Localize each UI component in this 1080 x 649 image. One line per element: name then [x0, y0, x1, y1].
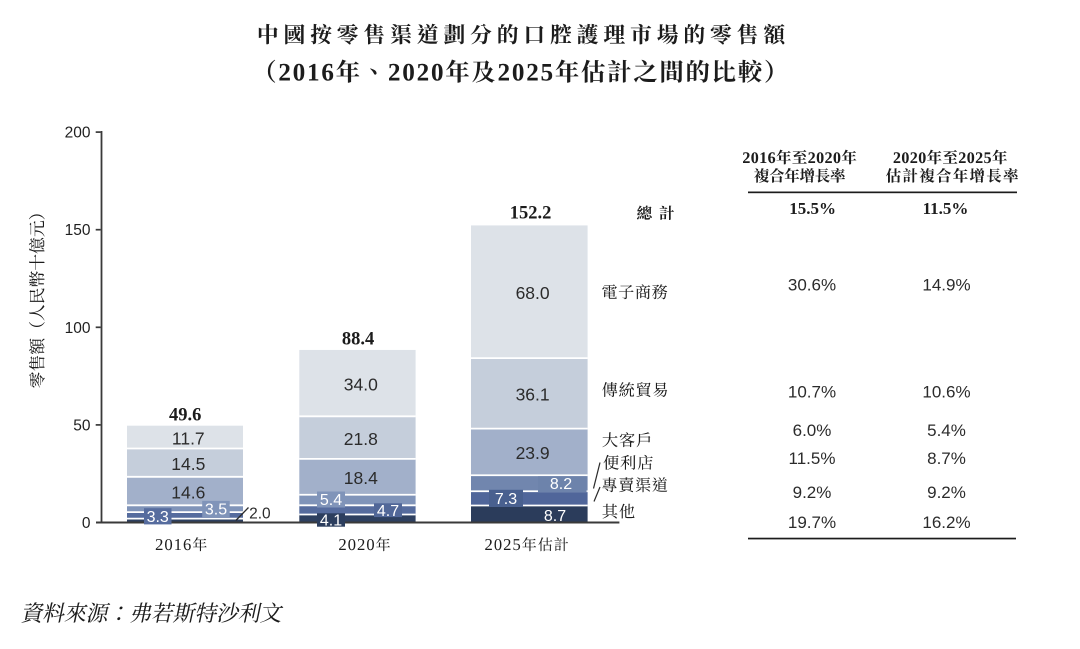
svg-text:4.1: 4.1	[320, 513, 342, 530]
svg-text:2.0: 2.0	[249, 506, 271, 523]
svg-text:100: 100	[65, 320, 91, 337]
svg-text:8.7%: 8.7%	[927, 449, 966, 468]
svg-text:21.8: 21.8	[344, 429, 378, 449]
svg-text:11.5%: 11.5%	[789, 449, 836, 468]
svg-text:8.2: 8.2	[550, 476, 572, 493]
svg-text:23.9: 23.9	[516, 443, 550, 463]
svg-text:49.6: 49.6	[169, 405, 201, 425]
svg-text:14.5: 14.5	[171, 454, 205, 474]
svg-text:6.0%: 6.0%	[793, 421, 832, 440]
svg-text:16.2%: 16.2%	[922, 513, 970, 532]
svg-text:11.7: 11.7	[172, 428, 205, 448]
svg-text:10.6%: 10.6%	[922, 383, 970, 402]
svg-text:19.7%: 19.7%	[788, 513, 836, 532]
svg-text:36.1: 36.1	[516, 385, 550, 405]
svg-text:14.6: 14.6	[171, 482, 205, 502]
svg-text:15.5%: 15.5%	[789, 199, 836, 218]
svg-text:68.0: 68.0	[516, 283, 550, 303]
svg-text:3.5: 3.5	[205, 502, 227, 519]
svg-text:14.9%: 14.9%	[922, 276, 970, 295]
svg-text:3.3: 3.3	[147, 509, 169, 526]
svg-text:88.4: 88.4	[342, 329, 374, 349]
svg-text:34.0: 34.0	[344, 374, 378, 394]
svg-text:150: 150	[65, 222, 91, 239]
svg-text:8.7: 8.7	[544, 508, 566, 525]
svg-text:11.5%: 11.5%	[923, 199, 969, 218]
svg-text:50: 50	[73, 417, 91, 434]
svg-text:9.2%: 9.2%	[927, 483, 966, 502]
svg-text:10.7%: 10.7%	[788, 383, 836, 402]
svg-text:30.6%: 30.6%	[788, 276, 836, 295]
svg-text:5.4: 5.4	[320, 492, 342, 509]
svg-text:4.7: 4.7	[377, 503, 399, 520]
svg-text:5.4%: 5.4%	[927, 421, 966, 440]
svg-text:18.4: 18.4	[344, 468, 378, 488]
svg-text:9.2%: 9.2%	[793, 483, 832, 502]
svg-text:152.2: 152.2	[510, 204, 552, 224]
svg-text:0: 0	[82, 515, 91, 532]
svg-text:200: 200	[65, 125, 91, 142]
svg-text:7.3: 7.3	[495, 491, 517, 508]
